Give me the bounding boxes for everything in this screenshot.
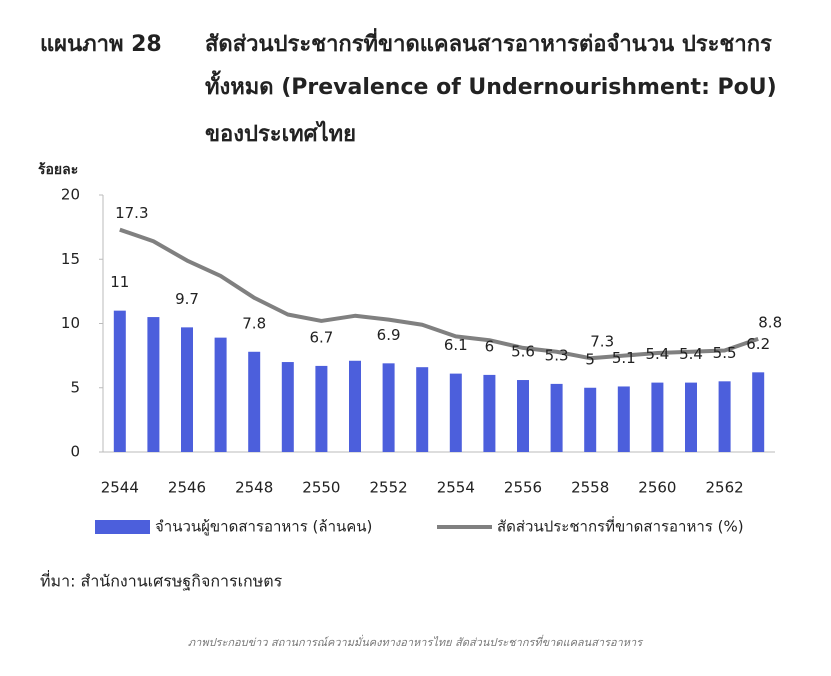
legend-label: จำนวนผู้ขาดสารอาหาร (ล้านคน) [155, 518, 372, 536]
bar [248, 351, 261, 452]
data-label: 5.3 [545, 346, 569, 364]
data-label: 5.5 [713, 344, 737, 362]
x-tick-label: 2548 [235, 479, 273, 497]
bar [281, 362, 294, 452]
bar [483, 374, 496, 452]
bar [550, 383, 563, 452]
bar [349, 360, 361, 452]
legend-label: สัดส่วนประชากรที่ขาดสารอาหาร (%) [497, 516, 744, 536]
x-tick-label: 2552 [370, 479, 408, 497]
chart-title: ของประเทศไทย [205, 120, 356, 147]
x-tick-label: 2560 [638, 479, 676, 497]
bar [584, 387, 597, 452]
bar [449, 373, 462, 452]
chart-title: ทั้งหมด (Prevalence of Undernourishment:… [205, 70, 777, 100]
bar [113, 310, 126, 452]
y-axis-label: ร้อยละ [38, 162, 78, 178]
data-label: 11 [110, 273, 129, 291]
figure-label: แผนภาพ 28 [40, 32, 162, 57]
bar [416, 367, 429, 452]
y-tick-label: 0 [70, 443, 80, 461]
bar [147, 317, 160, 452]
caption: ภาพประกอบข่าว สถานการณ์ความมั่นคงทางอาหา… [188, 634, 644, 649]
y-tick-label: 5 [70, 378, 80, 396]
bar [214, 337, 227, 452]
data-label: 8.8 [758, 313, 782, 331]
data-label: 7.3 [590, 333, 614, 351]
data-label: 6.1 [444, 336, 468, 354]
data-label: 6.9 [377, 326, 401, 344]
x-tick-label: 2550 [302, 479, 340, 497]
data-label: 17.3 [115, 204, 148, 222]
source: ที่มา: สำนักงานเศรษฐกิจการเกษตร [40, 570, 283, 591]
data-label: 5.4 [645, 345, 669, 363]
data-label: 6.7 [309, 328, 333, 346]
bar [685, 382, 697, 452]
data-label: 7.8 [242, 314, 266, 332]
x-tick-label: 2556 [504, 479, 542, 497]
data-label: 6.2 [746, 335, 770, 353]
x-tick-label: 2558 [571, 479, 609, 497]
y-tick-label: 20 [61, 186, 80, 204]
x-tick-label: 2554 [437, 479, 475, 497]
x-tick-label: 2546 [168, 479, 206, 497]
data-label: 5.6 [511, 343, 535, 361]
bar [181, 327, 193, 452]
bar [718, 381, 731, 452]
bar [517, 380, 529, 452]
data-label: 6 [485, 337, 495, 355]
bar [315, 365, 328, 452]
x-tick-label: 2562 [706, 479, 744, 497]
data-label: 5 [585, 350, 595, 368]
line [119, 227, 759, 361]
data-label: 9.7 [175, 290, 199, 308]
data-label: 5.4 [679, 345, 703, 363]
y-tick-label: 15 [61, 250, 80, 268]
legend-swatch [95, 520, 150, 534]
y-tick-label: 10 [61, 314, 80, 332]
bar [382, 363, 395, 452]
bar [651, 382, 664, 452]
data-label: 5.1 [612, 349, 636, 367]
bar [617, 386, 630, 452]
bar [752, 372, 765, 452]
x-tick-label: 2544 [101, 479, 139, 497]
chart-title: สัดส่วนประชากรที่ขาดแคลนสารอาหารต่อจำนวน… [205, 27, 772, 57]
